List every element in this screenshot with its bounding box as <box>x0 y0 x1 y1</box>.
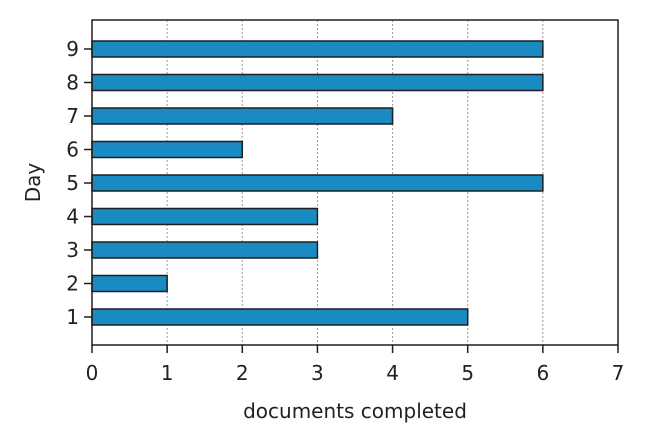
bar-day-4 <box>91 207 319 226</box>
bar-day-9 <box>91 40 544 58</box>
x-axis-title: documents completed <box>243 399 467 423</box>
y-tick-label-1: 1 <box>66 305 79 329</box>
y-tick-label-2: 2 <box>66 272 79 296</box>
x-tick-label-3: 3 <box>311 361 324 385</box>
x-tick-label-6: 6 <box>536 361 549 385</box>
y-tick-label-4: 4 <box>66 205 79 229</box>
bar-day-6 <box>91 140 244 159</box>
bar-layer <box>91 40 544 326</box>
y-tick-label-3: 3 <box>66 238 79 262</box>
bar-day-3 <box>91 241 319 259</box>
y-axis-title: Day <box>21 163 45 203</box>
bar-day-5 <box>91 174 544 192</box>
bar-day-1 <box>91 308 469 326</box>
x-tick-label-1: 1 <box>161 361 174 385</box>
bar-day-7 <box>91 107 394 125</box>
x-tick-label-4: 4 <box>386 361 399 385</box>
y-tick-label-9: 9 <box>66 37 79 61</box>
x-tick-label-2: 2 <box>236 361 249 385</box>
y-tick-label-6: 6 <box>66 138 79 162</box>
x-tick-label-0: 0 <box>86 361 99 385</box>
x-tick-label-7: 7 <box>612 361 625 385</box>
y-tick-label-5: 5 <box>66 171 79 195</box>
y-tick-label-7: 7 <box>66 104 79 128</box>
x-tick-label-5: 5 <box>461 361 474 385</box>
bar-day-8 <box>91 73 544 92</box>
tick-layer: 0 1 2 3 4 5 6 7 1 2 3 4 5 6 7 8 9 <box>66 37 624 385</box>
bar-day-2 <box>91 274 168 293</box>
y-tick-label-8: 8 <box>66 71 79 95</box>
